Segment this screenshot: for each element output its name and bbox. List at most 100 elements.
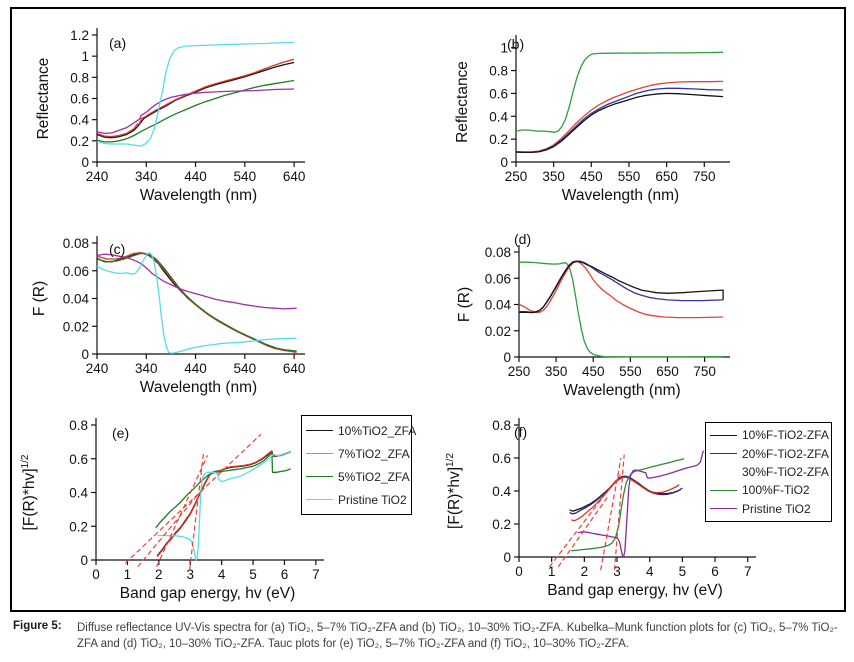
panel-e-legend: 10%TiO2_ZFA 7%TiO2_ZFA 5%TiO2_ZFA Pristi… <box>301 415 416 515</box>
legend-line-swatch <box>306 476 333 477</box>
svg-text:4: 4 <box>218 567 226 582</box>
panel-a-chart: 0 0.2 0.4 0.6 0.8 1 1.2 240 340 440 540 640 (a) Wavel… <box>35 28 306 204</box>
svg-text:0.4: 0.4 <box>70 113 89 128</box>
svg-text:0.8: 0.8 <box>489 64 508 79</box>
svg-text:650: 650 <box>655 169 678 184</box>
svg-text:0: 0 <box>500 155 508 170</box>
svg-text:0.4: 0.4 <box>69 486 88 501</box>
svg-text:750: 750 <box>693 364 716 379</box>
legend-line-swatch <box>710 453 737 455</box>
legend-item: 10%TiO2_ZFA <box>306 424 416 438</box>
legend-label: 30%F-TiO2-ZFA <box>742 464 829 479</box>
svg-text:2: 2 <box>155 567 163 582</box>
svg-text:0.2: 0.2 <box>69 519 88 534</box>
svg-text:550: 550 <box>619 364 642 379</box>
svg-text:0: 0 <box>92 567 100 582</box>
svg-text:440: 440 <box>184 361 207 376</box>
figure-caption: Figure 5: Diffuse reflectance UV-Vis spe… <box>13 620 845 652</box>
svg-text:0.02: 0.02 <box>485 324 511 339</box>
svg-text:5: 5 <box>249 567 257 582</box>
svg-text:7: 7 <box>312 567 320 582</box>
svg-text:(d): (d) <box>514 231 531 247</box>
svg-text:0: 0 <box>503 350 511 365</box>
panel-f-legend: 10%F-TiO2-ZFA 20%F-TiO2-ZFA 30%F-TiO2-ZF… <box>705 422 832 522</box>
legend-item: Pristine TiO2 <box>710 502 827 516</box>
svg-text:[F(R)*hv]1/2: [F(R)*hv]1/2 <box>445 453 463 529</box>
svg-text:Reflectance: Reflectance <box>35 58 52 140</box>
svg-text:0: 0 <box>515 564 523 579</box>
svg-text:0.06: 0.06 <box>63 264 89 279</box>
svg-text:Wavelength (nm): Wavelength (nm) <box>140 379 257 396</box>
svg-text:3: 3 <box>186 567 194 582</box>
panel-d-chart: 0 0.02 0.04 0.06 0.08 250 350 450 550 650 750 (d) Wa… <box>456 231 730 399</box>
svg-text:240: 240 <box>86 169 109 184</box>
svg-text:0.2: 0.2 <box>70 134 89 149</box>
svg-text:350: 350 <box>542 169 565 184</box>
legend-item: 5%TiO2_ZFA <box>306 470 410 484</box>
svg-text:Wavelength (nm): Wavelength (nm) <box>140 187 257 204</box>
svg-text:Wavelength (nm): Wavelength (nm) <box>562 187 679 204</box>
svg-text:750: 750 <box>693 169 716 184</box>
svg-text:Band gap energy, hv (eV): Band gap energy, hv (eV) <box>120 585 296 602</box>
svg-text:0.04: 0.04 <box>63 292 90 307</box>
panel-b-chart: 0 0.2 0.4 0.6 0.8 1 250 350 450 550 650 750 (b) Wavel… <box>454 35 730 204</box>
legend-label: Pristine TiO2 <box>742 501 811 516</box>
svg-text:7: 7 <box>744 564 752 579</box>
svg-text:0: 0 <box>81 155 89 170</box>
svg-text:4: 4 <box>646 564 654 579</box>
svg-text:340: 340 <box>135 361 158 376</box>
svg-text:540: 540 <box>234 361 257 376</box>
svg-text:2: 2 <box>581 564 589 579</box>
legend-label: 100%F-TiO2 <box>742 483 810 498</box>
panel-e-chart: 0 0.2 0.4 0.6 0.8 0 1 2 3 4 5 6 7 (e) Band gap energy,… <box>20 418 324 602</box>
svg-text:0.02: 0.02 <box>63 319 89 334</box>
svg-text:1: 1 <box>500 41 508 56</box>
svg-text:0.2: 0.2 <box>492 517 511 532</box>
svg-text:(e): (e) <box>112 425 129 441</box>
svg-text:6: 6 <box>281 567 289 582</box>
svg-text:640: 640 <box>283 169 306 184</box>
svg-text:F (R): F (R) <box>31 281 48 316</box>
svg-text:640: 640 <box>283 361 306 376</box>
legend-item: 20%F-TiO2-ZFA <box>710 446 829 461</box>
legend-line-swatch <box>710 508 737 510</box>
legend-item: 30%F-TiO2-ZFA <box>710 464 829 479</box>
svg-text:1.2: 1.2 <box>70 28 89 43</box>
svg-text:0.8: 0.8 <box>69 418 88 433</box>
svg-text:(c): (c) <box>109 241 125 257</box>
legend-line-swatch <box>306 430 333 431</box>
panel-f-chart: 0 0.2 0.4 0.6 0.8 0 1 2 3 4 5 6 7 (f) Band gap energy,… <box>445 418 756 599</box>
svg-text:0.6: 0.6 <box>489 86 508 101</box>
svg-text:(a): (a) <box>109 35 126 51</box>
svg-text:1: 1 <box>548 564 556 579</box>
svg-text:1: 1 <box>124 567 132 582</box>
legend-item: Pristine TiO2 <box>306 493 407 507</box>
legend-line-swatch <box>306 453 333 454</box>
panel-c-chart: 0 0.02 0.04 0.06 0.08 240 340 440 540 640 (c) Wavel… <box>31 236 306 396</box>
svg-text:[F(R)*hv]1/2: [F(R)*hv]1/2 <box>20 454 38 530</box>
svg-text:0.06: 0.06 <box>485 271 511 286</box>
legend-label: 10%TiO2_ZFA <box>338 423 417 438</box>
svg-text:350: 350 <box>545 364 568 379</box>
legend-line-swatch <box>306 499 333 500</box>
legend-label: 10%F-TiO2-ZFA <box>742 428 829 443</box>
svg-text:6: 6 <box>711 564 719 579</box>
svg-text:(b): (b) <box>507 36 524 52</box>
svg-text:340: 340 <box>135 169 158 184</box>
legend-item: 10%F-TiO2-ZFA <box>710 428 829 443</box>
svg-text:0.4: 0.4 <box>489 109 508 124</box>
svg-text:0: 0 <box>503 550 511 565</box>
legend-label: 7%TiO2_ZFA <box>338 446 410 461</box>
svg-text:650: 650 <box>656 364 679 379</box>
svg-text:(f): (f) <box>514 424 527 440</box>
svg-text:0.6: 0.6 <box>69 452 88 467</box>
svg-text:0.8: 0.8 <box>492 418 511 433</box>
legend-line-swatch <box>710 434 737 436</box>
legend-label: 20%F-TiO2-ZFA <box>742 446 829 461</box>
legend-line-swatch <box>710 489 737 491</box>
svg-text:0.08: 0.08 <box>485 245 511 260</box>
svg-text:450: 450 <box>580 169 603 184</box>
svg-text:0.2: 0.2 <box>489 132 508 147</box>
svg-text:0.6: 0.6 <box>492 451 511 466</box>
svg-text:450: 450 <box>582 364 605 379</box>
